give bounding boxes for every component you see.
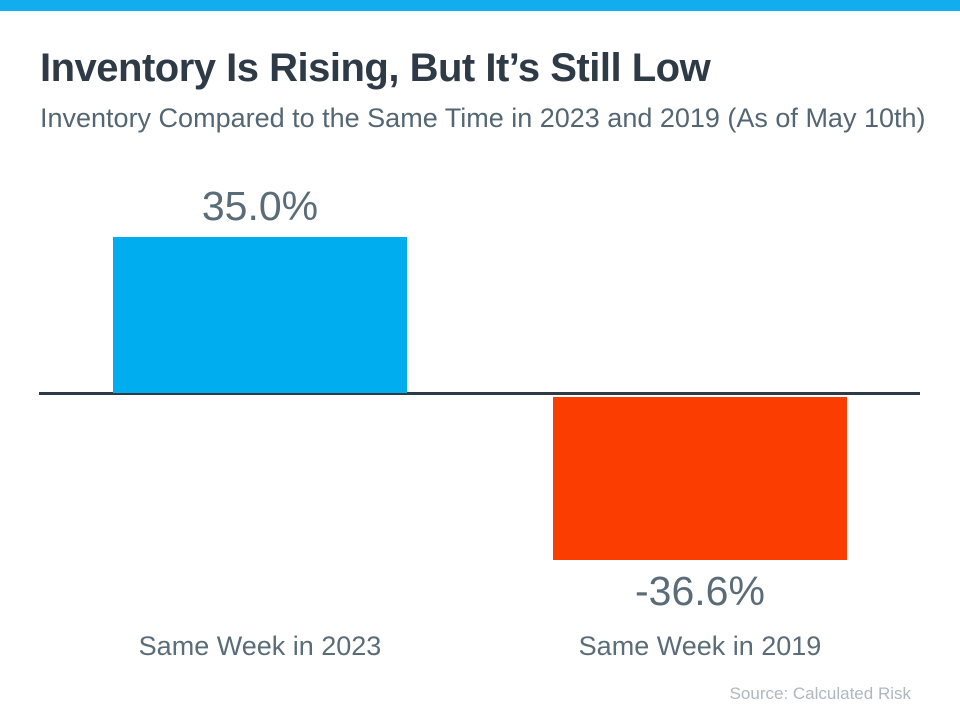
bar-2019 [553, 397, 847, 560]
bar-2023 [113, 237, 407, 393]
bar-value-label-2023: 35.0% [201, 183, 319, 229]
bar-group-2023: 35.0% Same Week in 2023 [113, 0, 407, 720]
source-attribution: Source: Calculated Risk [729, 684, 911, 703]
bar-value-label-2019: -36.6% [635, 568, 765, 614]
category-label-2023: Same Week in 2023 [138, 631, 382, 661]
category-label-2019: Same Week in 2019 [578, 631, 822, 661]
zero-baseline [39, 392, 920, 395]
chart-title: Inventory Is Rising, But It’s Still Low [40, 46, 711, 90]
bar-group-2019: -36.6% Same Week in 2019 [553, 0, 847, 720]
brand-stripe [0, 0, 960, 11]
chart-subtitle: Inventory Compared to the Same Time in 2… [40, 103, 926, 133]
